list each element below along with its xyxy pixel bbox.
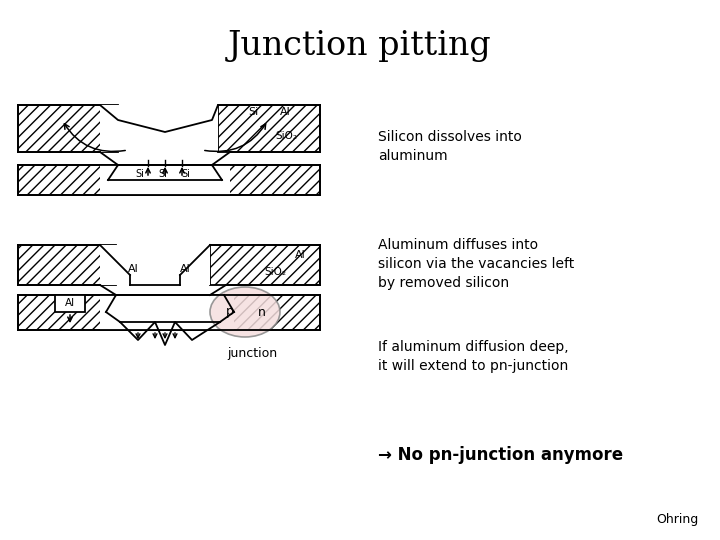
Text: Si: Si — [248, 107, 258, 117]
Text: If aluminum diffusion deep,
it will extend to pn-junction: If aluminum diffusion deep, it will exte… — [378, 340, 569, 373]
Bar — [18, 165, 320, 195]
Text: p: p — [226, 306, 234, 319]
Bar — [18, 245, 116, 285]
Text: n: n — [258, 306, 266, 319]
Bar — [100, 165, 230, 195]
Text: Ohring: Ohring — [656, 514, 698, 526]
Bar — [218, 105, 320, 152]
Ellipse shape — [210, 287, 280, 337]
Text: Si: Si — [135, 169, 145, 179]
Text: Si: Si — [181, 169, 190, 179]
Bar — [18, 105, 118, 152]
Text: → No pn-junction anymore: → No pn-junction anymore — [378, 446, 623, 463]
Text: SiO₂: SiO₂ — [275, 131, 297, 141]
Bar — [100, 245, 210, 285]
Text: Junction pitting: Junction pitting — [228, 30, 492, 62]
Bar — [55, 295, 85, 312]
Bar — [100, 105, 218, 152]
Bar — [100, 295, 226, 330]
Text: junction: junction — [227, 347, 277, 360]
Bar — [210, 245, 320, 285]
Bar — [106, 295, 234, 330]
Text: Silicon dissolves into
aluminum: Silicon dissolves into aluminum — [378, 130, 522, 163]
Text: Aluminum diffuses into
silicon via the vacancies left
by removed silicon: Aluminum diffuses into silicon via the v… — [378, 238, 575, 289]
Text: SiO₂: SiO₂ — [264, 267, 286, 277]
Bar — [18, 295, 320, 330]
Text: Al: Al — [295, 250, 306, 260]
Text: Al: Al — [65, 298, 75, 308]
Text: Si: Si — [158, 169, 168, 179]
Text: Al: Al — [127, 264, 138, 274]
Text: Al: Al — [280, 107, 291, 117]
Text: Al: Al — [179, 264, 190, 274]
